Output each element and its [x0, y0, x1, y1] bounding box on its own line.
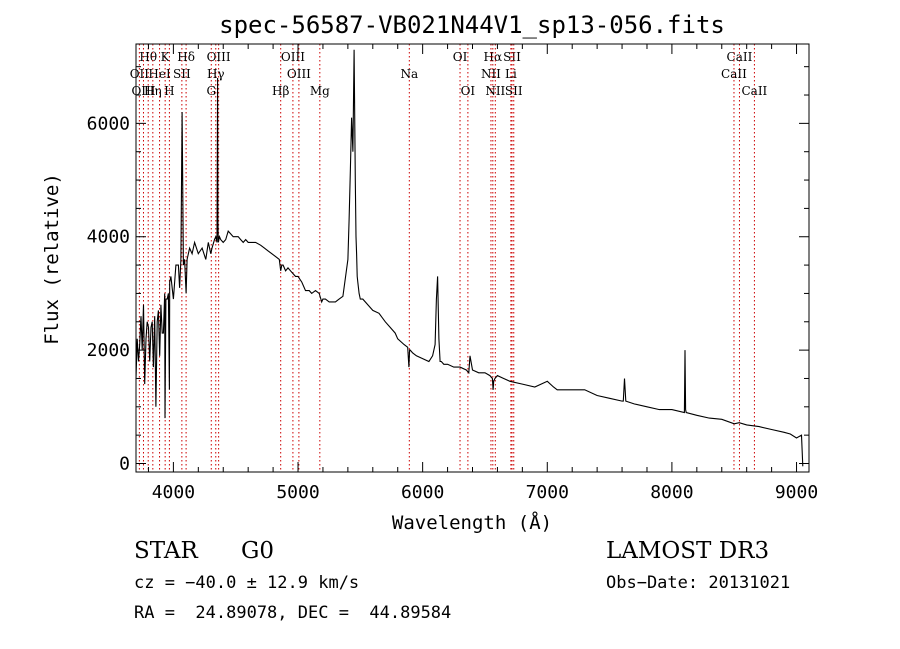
line-marker-label: Na: [400, 67, 418, 81]
line-marker-label: NII: [485, 84, 505, 98]
x-tick-label: 7000: [526, 482, 569, 503]
coordinates: RA = 24.89078, DEC = 44.89584: [134, 603, 452, 623]
line-marker-label: K: [161, 50, 171, 64]
observation-date: Obs−Date: 20131021: [606, 573, 791, 593]
x-tick-label: 9000: [775, 482, 818, 503]
x-tick-label: 6000: [401, 482, 444, 503]
line-marker-label: OIII: [281, 50, 305, 64]
object-subclass: G0: [241, 538, 275, 564]
x-tick-label: 8000: [650, 482, 693, 503]
line-marker-label: SII: [505, 84, 523, 98]
line-marker-label: CaII: [741, 84, 767, 98]
axes: 4000 5000 6000 7000 8000 9000 0 2000 4000 6000: [87, 43, 818, 503]
line-marker-label: H: [164, 84, 174, 98]
line-marker-label: Hγ: [207, 67, 225, 81]
x-tick-label: 4000: [152, 482, 195, 503]
y-axis-label: Flux (relative): [41, 173, 63, 345]
line-marker-label: SII: [173, 67, 191, 81]
line-marker-label: Hη: [144, 84, 162, 98]
object-class: STAR: [134, 538, 198, 564]
x-tick-label: 5000: [276, 482, 319, 503]
spectrum-line: [135, 49, 804, 467]
line-marker-label: Hβ: [272, 84, 289, 98]
line-marker-label: Li: [505, 67, 517, 81]
line-marker-label: Hα: [484, 50, 503, 64]
x-axis-label: Wavelength (Å): [392, 511, 552, 534]
line-marker-label: CaII: [721, 67, 747, 81]
line-marker-label: OII: [130, 67, 150, 81]
plot-frame: [135, 43, 810, 473]
line-marker-label: NII: [481, 67, 501, 81]
line-marker-label: OIII: [131, 84, 155, 98]
y-tick-label: 6000: [87, 113, 130, 134]
line-marker-label: HeI: [148, 67, 171, 81]
y-tick-label: 0: [119, 453, 130, 474]
line-marker-label: CaII: [727, 50, 753, 64]
line-marker-label: Hθ: [139, 50, 157, 64]
line-marker-label: G: [206, 84, 216, 98]
y-tick-label: 2000: [87, 340, 130, 361]
chart-title: spec-56587-VB021N44V1_sp13-056.fits: [219, 11, 725, 39]
line-marker-label: OI: [453, 50, 468, 64]
line-marker-label: OIII: [207, 50, 231, 64]
y-tick-label: 4000: [87, 227, 130, 248]
line-marker-label: OIII: [287, 67, 311, 81]
line-marker-label: Mg: [310, 84, 330, 98]
line-marker-label: Hδ: [177, 50, 195, 64]
redshift-velocity: cz = −40.0 ± 12.9 km/s: [134, 573, 360, 593]
survey-name: LAMOST DR3: [606, 538, 770, 564]
line-marker-label: SII: [503, 50, 521, 64]
line-marker-label: OI: [461, 84, 476, 98]
